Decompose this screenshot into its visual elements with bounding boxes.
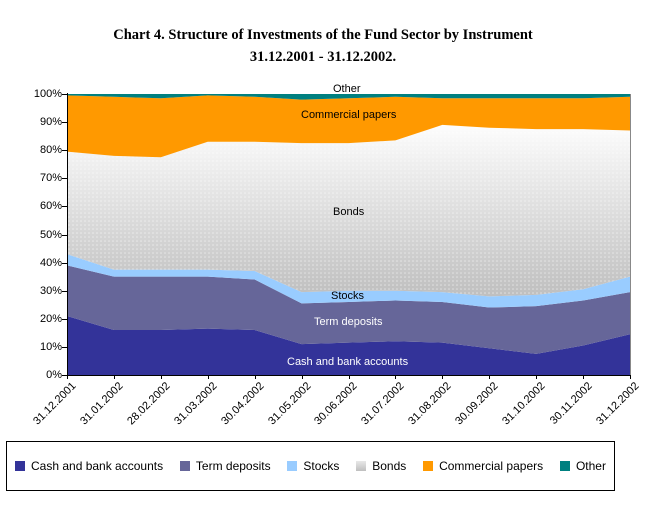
chart-title-line2: 31.12.2001 - 31.12.2002. [249, 49, 397, 65]
legend-label: Cash and bank accounts [31, 459, 164, 473]
area-bonds-texture [67, 124, 630, 297]
y-axis-tick-label: 90% [39, 116, 62, 129]
legend-item-stocks: Stocks [287, 459, 339, 473]
area-cash-and-bank-accounts [67, 315, 630, 375]
legend-swatch-other [559, 461, 570, 471]
legend-swatch-bonds [356, 461, 367, 471]
legend-label: Stocks [303, 459, 340, 473]
area-commercial-papers [67, 95, 630, 158]
area-label-cash-and-bank-accounts: Cash and bank accounts [287, 356, 409, 368]
legend-item-term-deposits: Term deposits [179, 459, 271, 473]
legend: Cash and bank accounts Term deposits Stock… [6, 441, 615, 491]
legend-item-other: Other [559, 459, 606, 473]
legend-swatch-cash-and-bank-accounts [15, 461, 25, 471]
legend-item-commercial-papers: Commercial papers [423, 459, 543, 473]
y-axis-tick-label: 30% [39, 284, 62, 297]
area-stocks [67, 254, 630, 308]
area-label-bonds: Bonds [333, 206, 365, 218]
area-term-deposits [67, 265, 630, 354]
legend-label: Term deposits [195, 459, 271, 473]
y-axis-tick-label: 80% [39, 144, 62, 157]
y-axis-tick-label: 70% [39, 172, 62, 185]
y-axis-tick-label: 20% [39, 312, 62, 325]
y-axis-tick-label: 10% [39, 340, 62, 353]
chart-title: Chart 4. Structure of Investments of the… [0, 24, 646, 68]
legend-swatch-stocks [287, 461, 298, 471]
y-axis-tick-label: 40% [39, 256, 62, 269]
legend-label: Commercial papers [439, 459, 544, 473]
area-label-commercial-papers: Commercial papers [301, 109, 397, 121]
legend-item-bonds: Bonds [356, 459, 406, 473]
area-other [67, 94, 630, 100]
legend-swatch-commercial-papers [423, 461, 434, 471]
area-label-stocks: Stocks [331, 290, 365, 302]
legend-label: Other [575, 459, 606, 473]
y-axis-tick-label: 0% [46, 369, 62, 381]
y-axis-tick-label: 50% [39, 228, 62, 241]
legend-item-cash-and-bank-accounts: Cash and bank accounts [15, 459, 163, 473]
legend-swatch-term-deposits [179, 461, 190, 471]
y-axis-tick-label: 60% [39, 200, 62, 213]
legend-label: Bonds [372, 459, 407, 473]
area-label-term-deposits: Term deposits [314, 316, 383, 328]
y-axis-tick-label: 100% [33, 88, 62, 100]
chart-title-line1: Chart 4. Structure of Investments of the… [113, 27, 533, 43]
area-label-other: Other [333, 83, 361, 95]
